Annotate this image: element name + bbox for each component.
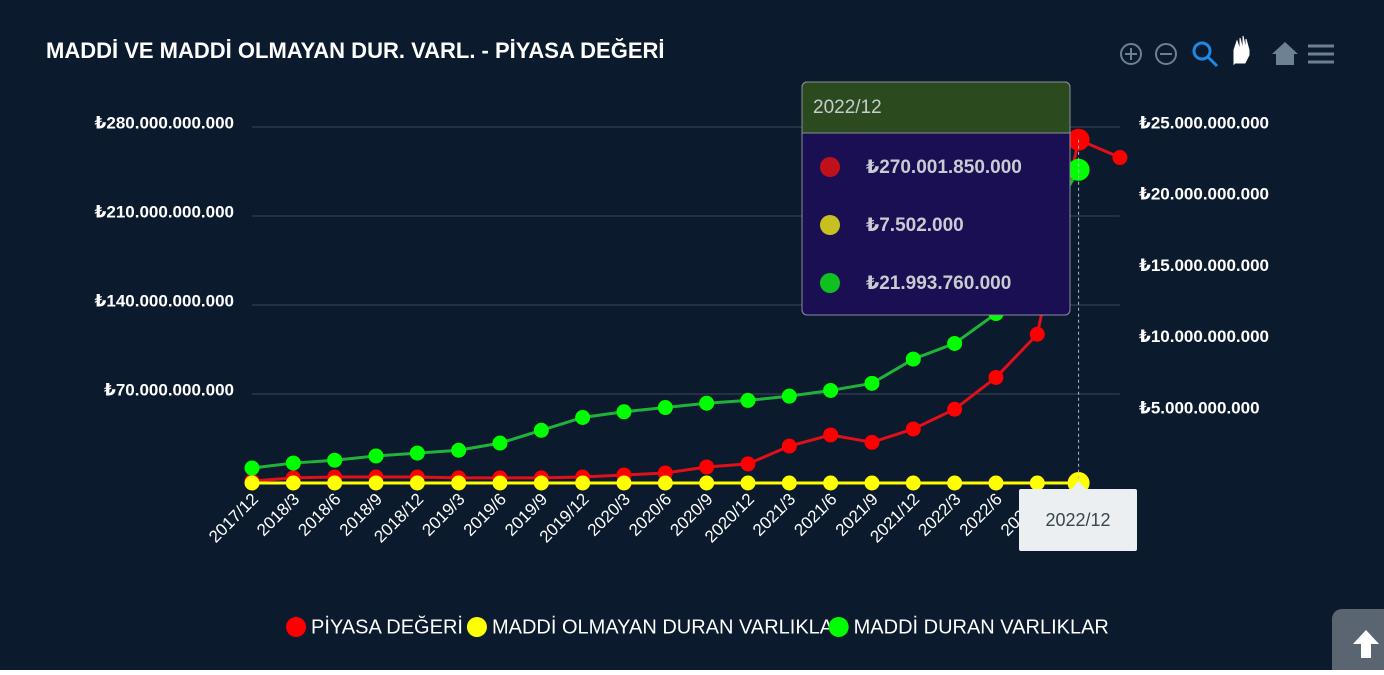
tooltip-marker [820,157,840,177]
data-point [947,336,962,351]
legend-marker [286,617,306,637]
legend-marker [467,617,487,637]
y-tick-label: ₺70.000.000.000 [104,380,234,399]
data-point [947,475,962,490]
data-point [327,453,342,468]
x-tooltip-label: 2022/12 [1045,510,1110,530]
data-point [740,475,755,490]
data-point [368,475,383,490]
y2-tick-label: ₺20.000.000.000 [1139,185,1269,204]
data-point [616,475,631,490]
data-point [368,448,383,463]
tooltip-value: ₺270.001.850.000 [866,157,1022,178]
data-point [864,376,879,391]
y-tick-label: ₺280.000.000.000 [95,113,234,132]
data-point [988,370,1003,385]
data-point [492,475,507,490]
data-point [1030,475,1045,490]
data-point [782,439,797,454]
data-point [988,475,1003,490]
legend-label: MADDİ DURAN VARLIKLAR [854,615,1109,638]
data-point [947,402,962,417]
data-point [699,475,714,490]
data-point [492,436,507,451]
data-point [906,352,921,367]
tooltip-value: ₺7.502.000 [866,215,964,236]
data-point [864,475,879,490]
data-point [616,404,631,419]
data-point [823,383,838,398]
data-point [699,459,714,474]
data-point [286,475,301,490]
tooltip-marker [820,215,840,235]
data-point [327,475,342,490]
data-point [782,389,797,404]
tooltip-marker [820,273,840,293]
data-point [906,475,921,490]
legend-marker [829,617,849,637]
data-point [245,475,260,490]
data-point [658,400,673,415]
data-point [906,421,921,436]
y2-tick-label: ₺10.000.000.000 [1139,327,1269,346]
data-point [823,475,838,490]
data-point [451,443,466,458]
data-point [658,475,673,490]
chart-title: MADDİ VE MADDİ OLMAYAN DUR. VARL. - PİYA… [46,38,665,63]
data-point [864,435,879,450]
data-point [740,393,755,408]
data-point [1030,327,1045,342]
data-point [823,427,838,442]
data-point [410,446,425,461]
y-tick-label: ₺140.000.000.000 [95,291,234,310]
legend-label: PİYASA DEĞERİ [311,615,463,638]
data-point [1112,150,1127,165]
data-point [782,475,797,490]
y2-tick-label: ₺25.000.000.000 [1139,113,1269,132]
data-point [534,475,549,490]
y-tick-label: ₺210.000.000.000 [95,202,234,221]
data-point [534,423,549,438]
tooltip-title: 2022/12 [813,97,882,118]
data-point [575,475,590,490]
legend: PİYASA DEĞERİ MADDİ OLMAYAN DURAN VARLIKL… [286,615,1109,638]
legend-label: MADDİ OLMAYAN DURAN VARLIKLAR [492,615,848,638]
data-point [699,396,714,411]
y2-tick-label: ₺15.000.000.000 [1139,256,1269,275]
data-point [740,456,755,471]
data-point [410,475,425,490]
data-point [245,461,260,476]
tooltip-value: ₺21.993.760.000 [866,273,1011,294]
y2-tick-label: ₺5.000.000.000 [1139,398,1260,417]
data-point [575,410,590,425]
data-point [286,456,301,471]
data-point [451,475,466,490]
